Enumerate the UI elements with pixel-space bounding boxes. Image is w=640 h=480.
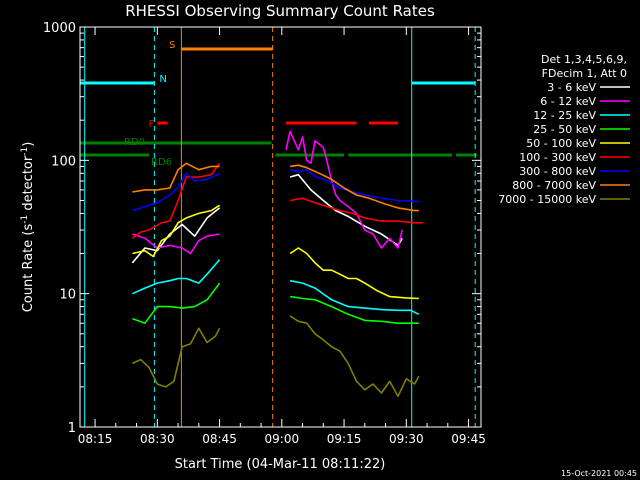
y-axis-label: Count Rate (s-1 detector-1): [20, 142, 36, 313]
legend-header-line-1: Det 1,3,4,5,6,9,: [541, 53, 627, 66]
y-tick-label-0: 1: [68, 421, 76, 436]
status-label-n: N: [159, 74, 166, 85]
series-6-line-1: [289, 168, 419, 203]
series-lines: [131, 130, 423, 398]
plot-area: N S F RD0 RD6 08:15 08:30 08:45 09:00 09:15 09:30…: [43, 21, 486, 446]
series-7-line-1: [289, 164, 419, 212]
y-tick-label-1: 10: [59, 288, 76, 303]
series-5: [131, 162, 423, 239]
legend-label-8: 7000 - 15000 keV: [498, 193, 596, 206]
plot-frame: [79, 26, 482, 428]
x-tick-label-0: 08:15: [78, 432, 113, 446]
x-tick-label-1: 08:30: [140, 432, 175, 446]
y-tick-label-3: 1000: [43, 21, 76, 36]
legend-label-7: 800 - 7000 keV: [512, 179, 596, 192]
series-2-line-1: [289, 279, 420, 316]
legend-label-5: 100 - 300 keV: [519, 151, 596, 164]
chart-title: RHESSI Observing Summary Count Rates: [125, 2, 435, 20]
x-tick-label-3: 09:00: [265, 432, 300, 446]
series-6: [132, 168, 419, 212]
series-1-line-0: [132, 233, 220, 255]
series-2: [132, 259, 420, 316]
series-2-line-0: [132, 259, 221, 295]
status-label-s: S: [169, 40, 175, 51]
status-bars: N S F RD0 RD6: [80, 40, 477, 168]
status-label-rd0: RD0: [124, 137, 145, 148]
series-1-line-1: [285, 130, 403, 249]
series-5-line-1: [289, 197, 423, 224]
status-label-rd6: RD6: [151, 157, 172, 168]
series-8-line-1: [289, 315, 420, 398]
series-0: [131, 173, 403, 264]
legend: Det 1,3,4,5,6,9, FDecim 1, Att 0 3 - 6 k…: [498, 53, 630, 206]
series-3: [132, 282, 419, 325]
series-1: [132, 130, 403, 255]
series-7: [132, 162, 419, 212]
legend-label-4: 50 - 100 keV: [526, 137, 596, 150]
vertical-markers: [84, 27, 476, 427]
x-axis-label: Start Time (04-Mar-11 08:11:22): [175, 457, 386, 472]
y-tick-label-2: 100: [51, 154, 76, 169]
legend-label-1: 6 - 12 keV: [540, 95, 596, 108]
series-4-line-1: [289, 247, 419, 300]
series-8: [132, 315, 420, 398]
legend-label-3: 25 - 50 keV: [533, 123, 596, 136]
series-3-line-1: [289, 295, 419, 325]
series-0-line-1: [289, 173, 403, 247]
legend-label-0: 3 - 6 keV: [547, 81, 596, 94]
series-8-line-0: [132, 327, 221, 388]
x-tick-label-6: 09:45: [451, 432, 486, 446]
footer-date: 15-Oct-2021 00:45: [561, 469, 637, 478]
series-4-line-0: [132, 204, 221, 258]
x-tick-label-5: 09:30: [389, 432, 424, 446]
axis-ticks: 08:15 08:30 08:45 09:00 09:15 09:30 09:45 1 10 10…: [43, 21, 486, 446]
legend-label-2: 12 - 25 keV: [533, 109, 596, 122]
series-6-line-0: [132, 172, 220, 212]
series-3-line-0: [132, 282, 221, 325]
x-tick-label-2: 08:45: [202, 432, 237, 446]
series-7-line-0: [132, 162, 220, 193]
series-0-line-0: [131, 207, 221, 264]
legend-label-6: 300 - 800 keV: [519, 165, 596, 178]
legend-header-line-2: FDecim 1, Att 0: [542, 67, 627, 80]
status-label-f: F: [149, 119, 155, 130]
x-tick-label-4: 09:15: [327, 432, 362, 446]
series-4: [132, 204, 419, 300]
series-5-line-0: [131, 162, 221, 239]
